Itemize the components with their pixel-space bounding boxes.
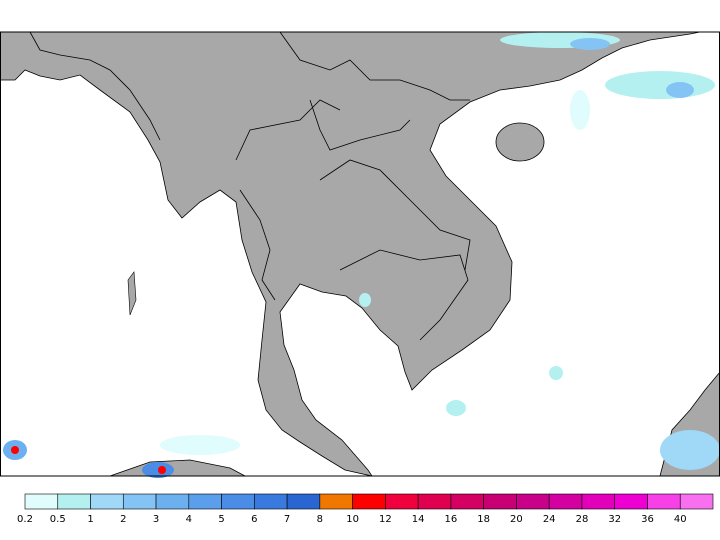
colorbar-box bbox=[188, 493, 222, 510]
colorbar-tick-label: 40 bbox=[674, 514, 687, 525]
colorbar-box bbox=[221, 493, 255, 510]
colorbar-tick-label: 16 bbox=[445, 514, 458, 525]
colorbar-box bbox=[385, 493, 419, 510]
island bbox=[127, 271, 137, 316]
colorbar-tick-label: 18 bbox=[477, 514, 490, 525]
colorbar-box bbox=[614, 493, 648, 510]
colorbar-box bbox=[679, 493, 714, 510]
map bbox=[0, 31, 720, 478]
colorbar-box bbox=[352, 493, 386, 510]
colorbar-tick-label: 3 bbox=[153, 514, 159, 525]
colorbar-tick-label: 10 bbox=[346, 514, 359, 525]
mainland bbox=[0, 31, 701, 477]
colorbar-tick-label: 24 bbox=[543, 514, 556, 525]
colorbar-tick-label: 1 bbox=[87, 514, 93, 525]
colorbar-box bbox=[548, 493, 583, 510]
colorbar-box bbox=[286, 493, 321, 510]
colorbar-tick-label: 0.5 bbox=[50, 514, 66, 525]
colorbar-box bbox=[90, 493, 124, 510]
colorbar-tick-label: 8 bbox=[317, 514, 323, 525]
colorbar-box bbox=[24, 493, 59, 510]
borders bbox=[29, 31, 471, 341]
colorbar-box bbox=[581, 493, 616, 510]
colorbar-tick-label: 14 bbox=[412, 514, 425, 525]
colorbar-tick-label: 4 bbox=[186, 514, 192, 525]
colorbar-tick-label: 36 bbox=[641, 514, 654, 525]
colorbar-box bbox=[483, 493, 517, 510]
colorbar-box bbox=[254, 493, 288, 510]
colorbar-box bbox=[647, 493, 681, 510]
colorbar-tick-label: 5 bbox=[218, 514, 224, 525]
hainan bbox=[495, 122, 545, 162]
colorbar-tick-label: 0.2 bbox=[17, 514, 33, 525]
colorbar-box bbox=[122, 493, 157, 510]
colorbar-tick-label: 20 bbox=[510, 514, 523, 525]
precipitation bbox=[3, 32, 720, 478]
colorbar-tick-label: 32 bbox=[608, 514, 621, 525]
colorbar-tick-label: 28 bbox=[576, 514, 589, 525]
colorbar-tick-label: 2 bbox=[120, 514, 126, 525]
colorbar-box bbox=[417, 493, 452, 510]
colorbar-box bbox=[516, 493, 550, 510]
colorbar-tick-label: 12 bbox=[379, 514, 392, 525]
colorbar-box bbox=[57, 493, 91, 510]
colorbar-box bbox=[155, 493, 190, 510]
colorbar: 0.2 0.5 1 2 3 4 5 6 7 8 10 12 14 16 18 20 24 28 32 36 40 bbox=[17, 493, 714, 525]
colorbar-box bbox=[319, 493, 353, 510]
colorbar-box bbox=[450, 493, 484, 510]
colorbar-tick-label: 7 bbox=[284, 514, 290, 525]
colorbar-tick-label: 6 bbox=[251, 514, 257, 525]
